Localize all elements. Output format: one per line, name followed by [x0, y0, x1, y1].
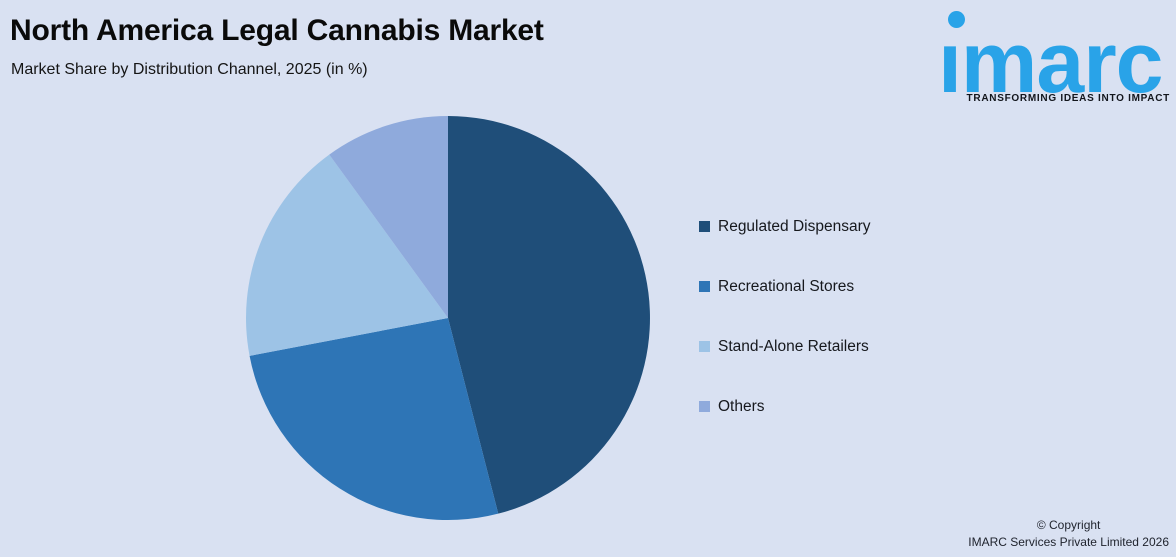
pie-slice-recreational-stores: [249, 318, 499, 520]
imarc-logo-dot-icon: [948, 11, 965, 28]
legend-item-regulated-dispensary: Regulated Dispensary: [699, 217, 871, 236]
pie-chart: [246, 116, 650, 520]
page-title: North America Legal Cannabis Market: [10, 14, 544, 47]
legend-swatch-icon: [699, 401, 710, 412]
imarc-logo-wordmark: ımarc: [938, 15, 1164, 111]
legend-label: Recreational Stores: [718, 277, 855, 295]
legend-item-stand-alone-retailers: Stand-Alone Retailers: [699, 337, 871, 356]
pie-slice-others: [329, 116, 448, 318]
chart-legend: Regulated Dispensary Recreational Stores…: [699, 217, 871, 457]
chart-subtitle: Market Share by Distribution Channel, 20…: [11, 61, 368, 78]
legend-swatch-icon: [699, 281, 710, 292]
legend-item-recreational-stores: Recreational Stores: [699, 277, 871, 296]
imarc-logo-tagline: TRANSFORMING IDEAS INTO IMPACT: [966, 93, 1170, 104]
copyright-notice: © Copyright IMARC Services Private Limit…: [968, 517, 1169, 551]
legend-label: Stand-Alone Retailers: [718, 337, 869, 355]
legend-label: Others: [718, 397, 765, 415]
copyright-line1: © Copyright: [1036, 518, 1101, 532]
pie-slice-regulated-dispensary: [448, 116, 650, 514]
legend-swatch-icon: [699, 221, 710, 232]
legend-item-others: Others: [699, 397, 871, 416]
legend-label: Regulated Dispensary: [718, 217, 871, 235]
pie-slice-stand-alone-retailers: [246, 154, 448, 356]
copyright-line2: IMARC Services Private Limited 2026: [968, 535, 1169, 549]
legend-swatch-icon: [699, 341, 710, 352]
